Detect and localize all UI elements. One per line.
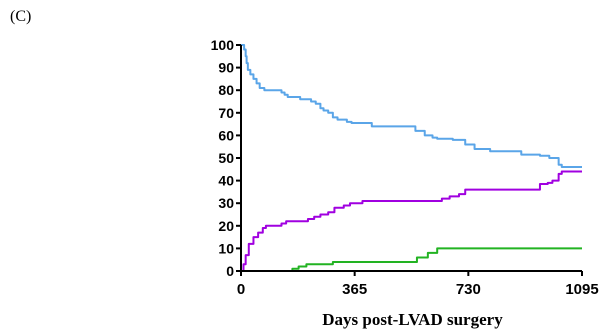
y-tick-label: 10 — [218, 240, 234, 256]
y-tick-label: 20 — [218, 218, 234, 234]
y-tick-label: 80 — [218, 82, 234, 98]
x-tick-label: 730 — [456, 281, 481, 298]
y-tick-label: 40 — [218, 173, 234, 189]
y-tick-label: 70 — [218, 105, 234, 121]
series-layer — [241, 44, 582, 272]
y-tick-label: 0 — [226, 263, 234, 279]
x-tick-label: 0 — [237, 281, 245, 298]
x-tick-label: 365 — [342, 281, 367, 298]
y-tick-label: 90 — [218, 60, 234, 76]
x-axis-title: Days post-LVAD surgery — [322, 310, 503, 329]
x-tick-label: 1095 — [565, 281, 598, 298]
y-tick-label: 100 — [211, 37, 235, 53]
series-line-0 — [241, 44, 582, 169]
y-tick-label: 30 — [218, 195, 234, 211]
y-tick-label: 60 — [218, 127, 234, 143]
series-line-1 — [241, 170, 582, 272]
y-tick-label: 50 — [218, 150, 234, 166]
series-line-2 — [241, 247, 582, 272]
panel-label: (C) — [10, 8, 32, 25]
axes-layer — [240, 45, 582, 272]
ticks-layer: 0 10 20 30 40 50 60 70 80 90 100 0 365 730 1095 — [211, 37, 599, 298]
